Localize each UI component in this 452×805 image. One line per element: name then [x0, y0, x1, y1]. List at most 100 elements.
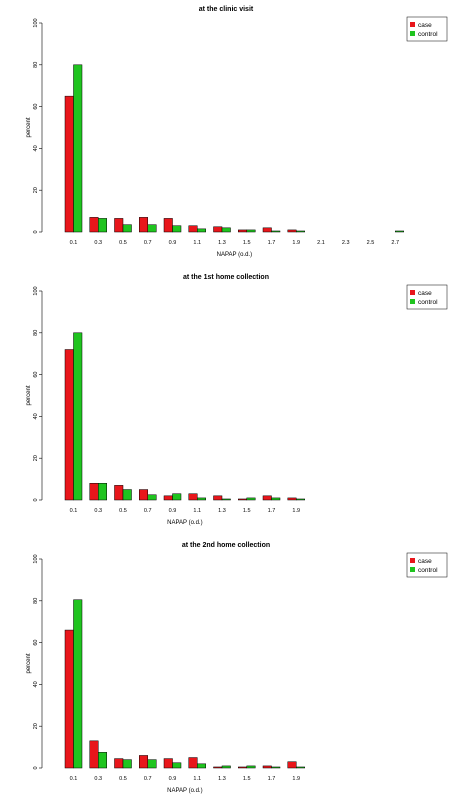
x-tick-label: 1.1	[193, 240, 201, 246]
bar-control-1.5	[246, 497, 256, 501]
y-tick-label: 20	[33, 187, 39, 193]
bar-case-1.1	[188, 757, 198, 769]
bar-case-1.7	[262, 495, 272, 501]
x-tick-label: 1.5	[243, 776, 251, 782]
bar-case-1.5	[238, 229, 247, 233]
bar-case-1.1	[188, 225, 198, 233]
bar-case-1.3	[213, 226, 223, 233]
bar-control-0.9	[172, 493, 182, 501]
x-tick-label: 1.7	[268, 240, 276, 246]
bar-case-0.3	[89, 217, 99, 233]
bar-control-2.7	[395, 230, 404, 233]
x-tick-label: 1.7	[268, 776, 276, 782]
bar-case-0.3	[89, 483, 99, 501]
bar-case-1.9	[287, 497, 297, 501]
x-tick-label: 0.5	[119, 508, 127, 514]
y-tick-label: 40	[33, 145, 39, 151]
y-tick-label: 60	[33, 372, 39, 378]
legend-swatch-control	[410, 567, 415, 572]
bar-control-0.5	[122, 224, 132, 233]
bar-control-0.7	[147, 759, 157, 769]
bar-control-0.7	[147, 224, 157, 233]
x-tick-label: 0.7	[144, 508, 152, 514]
legend: case control	[406, 284, 448, 310]
x-tick-label: 0.5	[119, 776, 127, 782]
bar-control-0.9	[172, 762, 182, 769]
x-tick-label: 1.5	[243, 240, 251, 246]
bar-control-1.1	[197, 763, 206, 769]
legend-label-case: case	[418, 558, 432, 565]
x-tick-label: 0.1	[70, 508, 78, 514]
bar-control-0.3	[98, 752, 107, 769]
legend-label-control: control	[418, 299, 438, 306]
bar-case-0.1	[64, 349, 74, 501]
bar-control-1.7	[271, 230, 281, 233]
bar-case-1.5	[238, 766, 247, 769]
bar-control-1.1	[197, 497, 206, 501]
legend-swatch-control	[410, 31, 415, 36]
x-tick-label: 2.5	[367, 240, 375, 246]
y-tick-label: 20	[33, 455, 39, 461]
x-axis-label: NAPAP (o.d.)	[167, 788, 202, 794]
chart-title: at the clinic visit	[199, 6, 254, 13]
x-tick-label: 0.9	[169, 776, 177, 782]
y-tick-label: 80	[33, 330, 39, 336]
x-tick-label: 1.5	[243, 508, 251, 514]
bar-case-0.5	[114, 758, 124, 769]
legend-label-control: control	[418, 567, 438, 574]
x-tick-label: 1.1	[193, 508, 201, 514]
bar-control-1.9	[296, 230, 305, 233]
y-axis-label: percent	[26, 385, 32, 405]
x-tick-label: 0.3	[94, 240, 102, 246]
bar-case-1.3	[213, 766, 223, 769]
legend-label-case: case	[418, 22, 432, 29]
bar-control-0.1	[73, 332, 83, 501]
bar-control-0.3	[98, 218, 107, 233]
bar-case-1.7	[262, 765, 272, 769]
bar-control-0.3	[98, 483, 107, 501]
x-tick-label: 2.1	[317, 240, 325, 246]
x-tick-label: 1.9	[292, 776, 300, 782]
bar-case-0.3	[89, 740, 99, 769]
bar-case-0.7	[139, 755, 148, 769]
bar-case-1.9	[287, 229, 297, 233]
bar-control-1.7	[271, 497, 281, 501]
bar-control-0.5	[122, 759, 132, 769]
chart-title: at the 1st home collection	[183, 274, 269, 281]
bar-control-1.5	[246, 765, 256, 769]
x-tick-label: 1.9	[292, 508, 300, 514]
bar-case-1.7	[262, 227, 272, 233]
y-tick-label: 40	[33, 413, 39, 419]
x-tick-label: 1.3	[218, 776, 226, 782]
bar-control-1.5	[246, 229, 256, 233]
bar-control-1.9	[296, 498, 305, 501]
bar-control-1.3	[221, 498, 231, 501]
x-tick-label: 1.3	[218, 508, 226, 514]
bar-control-0.7	[147, 494, 157, 501]
bar-case-0.5	[114, 218, 124, 233]
y-tick-label: 0	[33, 498, 39, 501]
y-tick-label: 100	[33, 18, 39, 27]
chart-panel-1st-home-collection: at the 1st home collection 0 20 40 60 80 100 pe…	[26, 274, 448, 526]
x-tick-label: 1.3	[218, 240, 226, 246]
chart-title: at the 2nd home collection	[182, 542, 270, 549]
chart-panel-2nd-home-collection: at the 2nd home collection 0 20 40 60 80 100 pe…	[26, 542, 448, 794]
x-tick-label: 0.7	[144, 240, 152, 246]
x-tick-label: 2.3	[342, 240, 350, 246]
bar-case-1.3	[213, 495, 223, 501]
bar-case-0.9	[163, 495, 173, 501]
bar-control-0.1	[73, 599, 83, 769]
y-tick-label: 60	[33, 640, 39, 646]
bar-case-0.1	[64, 95, 74, 233]
bar-case-0.7	[139, 217, 148, 233]
legend-label-control: control	[418, 31, 438, 38]
bar-control-0.5	[122, 489, 132, 501]
x-tick-label: 1.1	[193, 776, 201, 782]
x-tick-label: 0.7	[144, 776, 152, 782]
bar-case-0.9	[163, 758, 173, 769]
bar-control-0.9	[172, 225, 182, 233]
x-tick-label: 2.7	[391, 240, 399, 246]
x-axis-label: NAPAP (o.d.)	[217, 252, 252, 258]
legend-box	[406, 284, 448, 310]
legend-box	[406, 552, 448, 578]
